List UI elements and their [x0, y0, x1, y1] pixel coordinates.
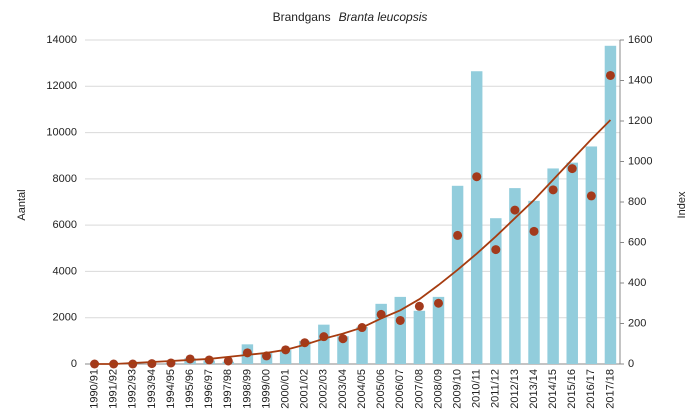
index-dot [204, 355, 214, 365]
x-tick-label: 1998/99 [241, 369, 253, 409]
x-tick-label: 2015/16 [566, 369, 578, 409]
x-tick-label: 2003/04 [337, 369, 349, 409]
title-main: Brandgans [273, 10, 331, 24]
index-dot [567, 164, 577, 174]
x-tick-label: 2009/10 [451, 369, 463, 409]
x-tick-label: 1991/92 [108, 369, 120, 409]
y-tick-label: 0 [71, 358, 77, 370]
title-species: Branta leucopsis [339, 10, 428, 24]
x-tick-label: 2008/09 [432, 369, 444, 409]
bar [299, 340, 311, 364]
y2-tick-label: 800 [628, 196, 646, 208]
bar [604, 45, 617, 365]
x-tick-label: 1995/96 [184, 369, 196, 409]
y2-axis-title: Index [676, 191, 688, 218]
y-tick-label: 4000 [53, 265, 77, 277]
x-tick-label: 2010/11 [471, 369, 483, 408]
index-dot [185, 354, 195, 364]
y-tick-label: 2000 [53, 312, 77, 324]
bar [528, 200, 540, 364]
bar [490, 218, 502, 364]
x-tick-label: 2001/02 [299, 369, 311, 409]
x-tick-label: 1999/00 [260, 369, 272, 409]
x-tick-label: 2013/14 [528, 369, 540, 409]
bar [585, 146, 598, 364]
bar [413, 310, 426, 364]
x-tick-label: 2017/18 [604, 369, 616, 409]
x-tick-label: 1997/98 [222, 369, 234, 409]
index-dot [605, 70, 615, 80]
index-dot [491, 245, 501, 255]
index-dot [433, 298, 443, 308]
bar [279, 350, 292, 364]
bar [318, 324, 330, 364]
bar [432, 296, 445, 364]
y2-tick-label: 600 [628, 236, 646, 248]
y-axis-title: Aantal [16, 189, 28, 220]
index-dot [510, 205, 520, 215]
bar [356, 326, 368, 364]
x-tick-label: 2012/13 [509, 369, 521, 409]
y-tick-label: 10000 [46, 126, 77, 138]
x-tick-label: 2000/01 [280, 369, 292, 409]
index-dot [395, 315, 405, 325]
index-dot [223, 356, 233, 366]
x-tick-label: 2011/12 [490, 369, 502, 408]
bar [337, 336, 349, 364]
index-dot [414, 301, 424, 311]
index-dot [338, 334, 348, 344]
y2-tick-label: 0 [628, 358, 634, 370]
y2-tick-label: 1000 [628, 155, 652, 167]
y2-tick-label: 400 [628, 277, 646, 289]
index-dot [166, 358, 176, 368]
bar [509, 188, 521, 364]
y-tick-label: 12000 [46, 80, 77, 92]
chart-title: Brandgans Branta leucopsis [273, 10, 428, 24]
x-tick-label: 1994/95 [165, 369, 177, 409]
index-dot [586, 191, 596, 201]
x-tick-label: 1992/93 [127, 369, 139, 409]
bar [470, 71, 483, 364]
y-tick-label: 14000 [46, 34, 77, 46]
bar [394, 296, 406, 364]
x-tick-label: 2014/15 [547, 369, 559, 409]
x-tick-label: 2016/17 [585, 369, 597, 409]
index-dot [472, 172, 482, 182]
bar [566, 162, 578, 364]
y2-tick-label: 200 [628, 317, 646, 329]
index-dot [529, 226, 539, 236]
index-dot [548, 185, 558, 195]
y2-tick-label: 1400 [628, 74, 652, 86]
index-dot [453, 230, 463, 240]
index-dot [147, 359, 157, 369]
bar [451, 185, 464, 364]
bar [547, 168, 559, 364]
y2-tick-label: 1600 [628, 34, 652, 46]
x-tick-label: 1993/94 [146, 369, 158, 409]
x-tick-label: 2005/06 [375, 369, 387, 409]
bar [375, 303, 387, 364]
y-tick-label: 6000 [53, 219, 77, 231]
x-tick-label: 2007/08 [413, 369, 425, 409]
trend-line [94, 119, 612, 365]
y2-tick-label: 1200 [628, 115, 652, 127]
y-tick-label: 8000 [53, 173, 77, 185]
x-tick-label: 2006/07 [394, 369, 406, 409]
x-tick-label: 1990/91 [88, 369, 100, 409]
index-dot [128, 359, 138, 369]
x-tick-label: 2004/05 [356, 369, 368, 409]
x-tick-label: 2002/03 [318, 369, 330, 409]
x-tick-label: 1996/97 [203, 369, 215, 409]
